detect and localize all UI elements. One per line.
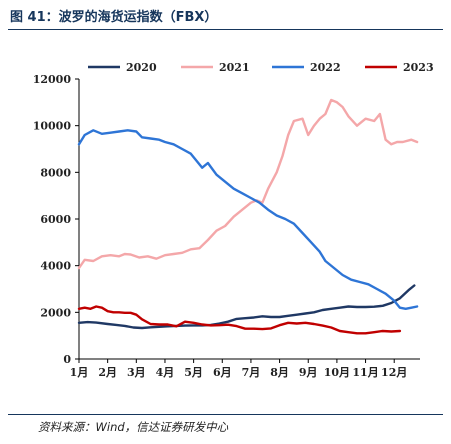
y-tick-label: 12000 [33,73,72,86]
x-tick-label: 6月 [213,366,232,379]
chart-legend: 2020 2021 2022 2023 [88,61,434,74]
x-tick-label: 4月 [156,366,175,379]
chart-axes: 0 2000 4000 6000 8000 10000 12000 1月 2月 3月 4月 5月 6月 7… [33,73,420,379]
title-rule [8,29,443,30]
y-tick-label: 0 [63,353,71,366]
x-tick-label: 2月 [98,366,117,379]
x-tick-label: 11月 [352,366,378,379]
y-tick-label: 2000 [40,306,71,319]
x-tick-label: 7月 [242,366,261,379]
x-tick-label: 1月 [70,366,89,379]
x-tick-label: 9月 [299,366,318,379]
x-tick-label: 12月 [381,366,407,379]
y-tick-label: 6000 [40,213,71,226]
legend-label-2021: 2021 [219,61,250,74]
y-tick-label: 10000 [33,120,72,133]
series-line-2023 [77,305,402,335]
x-tick-label: 10月 [324,366,350,379]
legend-label-2022: 2022 [310,61,341,74]
series-line-2021 [77,98,419,270]
series-line-2020 [77,284,416,330]
y-tick-label: 8000 [40,166,71,179]
x-tick-label: 3月 [127,366,146,379]
y-tick-label: 4000 [40,260,71,273]
figure-title: 图 41：波罗的海货运指数（FBX） [10,10,218,25]
footer-rule [8,414,443,415]
source-note: 资料来源：Wind，信达证券研发中心 [38,420,229,434]
legend-label-2020: 2020 [126,61,157,74]
x-tick-label: 8月 [270,366,289,379]
legend-label-2023: 2023 [403,61,434,74]
series-line-2022 [77,129,419,310]
line-chart: 2020 2021 2022 2023 0 2000 4000 6000 8000 10000 1… [33,61,434,379]
x-tick-label: 5月 [184,366,203,379]
chart-series [77,98,419,335]
